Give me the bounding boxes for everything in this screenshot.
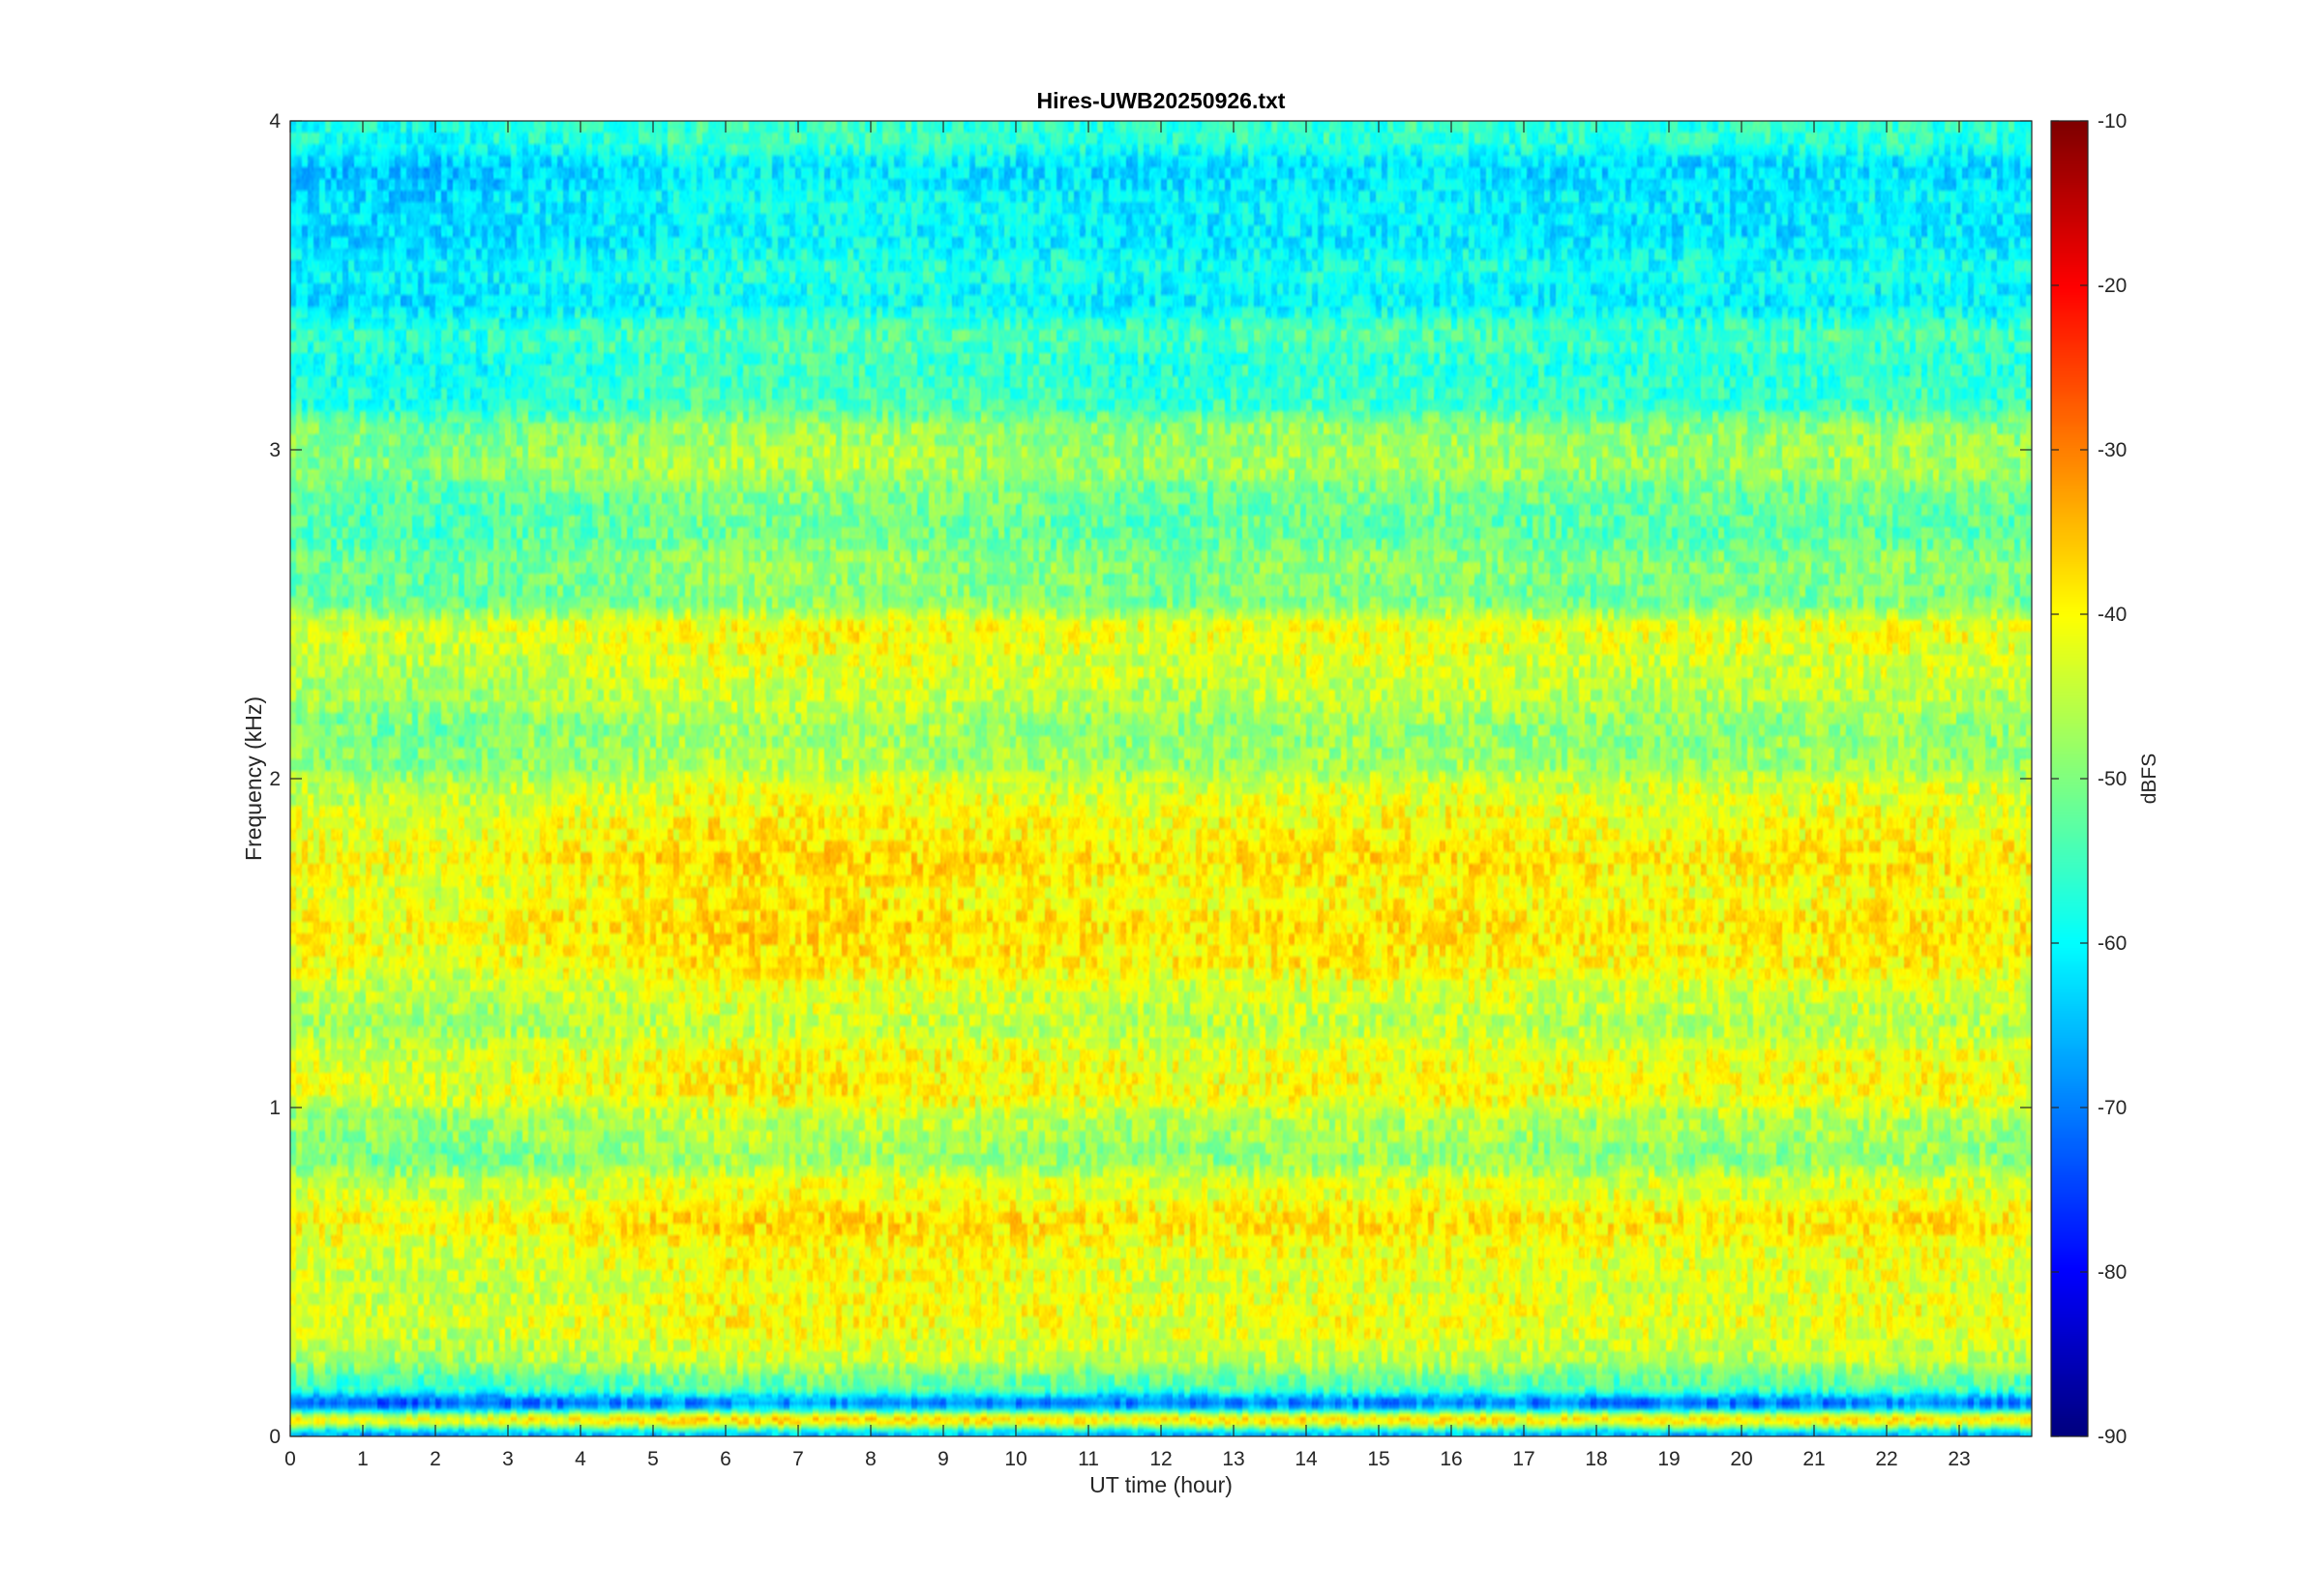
y-tick-label: 4 <box>269 110 281 133</box>
x-tick-label: 0 <box>284 1448 296 1470</box>
y-axis-ticks: 0 1 2 3 4 <box>269 110 2032 1448</box>
x-axis-ticks: 0 1 2 3 4 5 6 7 8 9 10 11 12 13 14 15 16 17 18 19 20 21 22 23 <box>284 121 1971 1470</box>
colorbar-tick-label: -90 <box>2098 1426 2127 1448</box>
x-tick-label: 22 <box>1875 1448 1897 1470</box>
chart-title: Hires-UWB20250926.txt <box>1037 88 1286 113</box>
x-tick-label: 3 <box>502 1448 514 1470</box>
x-tick-label: 7 <box>792 1448 804 1470</box>
colorbar-tick-label: -60 <box>2098 932 2127 955</box>
x-tick-label: 21 <box>1802 1448 1825 1470</box>
x-axis-label: UT time (hour) <box>1089 1472 1233 1497</box>
x-tick-label: 12 <box>1149 1448 1172 1470</box>
colorbar: -90 -80 -70 -60 -50 -40 -30 -20 -10 dBFS <box>2050 110 2160 1448</box>
x-tick-label: 4 <box>575 1448 586 1470</box>
colorbar-tick-label: -10 <box>2098 110 2127 133</box>
x-tick-label: 8 <box>865 1448 877 1470</box>
spectrogram-heatmap <box>290 121 2032 1436</box>
x-tick-label: 15 <box>1367 1448 1389 1470</box>
x-tick-label: 9 <box>938 1448 949 1470</box>
plot-area: 0 1 2 3 4 5 6 7 8 9 10 11 12 13 14 15 16 17 18 19 20 21 22 23 0… <box>269 110 2033 1470</box>
y-axis-label: Frequency (kHz) <box>241 696 266 861</box>
x-tick-label: 23 <box>1948 1448 1970 1470</box>
x-tick-label: 13 <box>1222 1448 1244 1470</box>
x-tick-label: 17 <box>1512 1448 1534 1470</box>
colorbar-tick-label: -30 <box>2098 439 2127 461</box>
colorbar-tick-label: -80 <box>2098 1261 2127 1284</box>
x-tick-label: 11 <box>1078 1448 1099 1470</box>
y-tick-label: 0 <box>269 1426 281 1448</box>
colorbar-ticks: -90 -80 -70 -60 -50 -40 -30 -20 -10 <box>2051 110 2127 1448</box>
y-tick-label: 3 <box>269 439 281 461</box>
colorbar-tick-label: -70 <box>2098 1097 2127 1119</box>
x-tick-label: 20 <box>1730 1448 1752 1470</box>
x-tick-label: 10 <box>1004 1448 1027 1470</box>
x-tick-label: 6 <box>720 1448 731 1470</box>
x-tick-label: 14 <box>1295 1448 1318 1470</box>
y-tick-label: 1 <box>269 1097 281 1119</box>
y-tick-label: 2 <box>269 768 281 790</box>
colorbar-tick-label: -50 <box>2098 768 2127 790</box>
x-tick-label: 19 <box>1657 1448 1680 1470</box>
x-tick-label: 2 <box>430 1448 441 1470</box>
x-tick-label: 1 <box>357 1448 369 1470</box>
colorbar-tick-label: -40 <box>2098 604 2127 626</box>
x-tick-label: 16 <box>1440 1448 1462 1470</box>
colorbar-label: dBFS <box>2138 754 2160 805</box>
x-tick-label: 18 <box>1585 1448 1607 1470</box>
x-tick-label: 5 <box>647 1448 659 1470</box>
colorbar-tick-label: -20 <box>2098 275 2127 297</box>
